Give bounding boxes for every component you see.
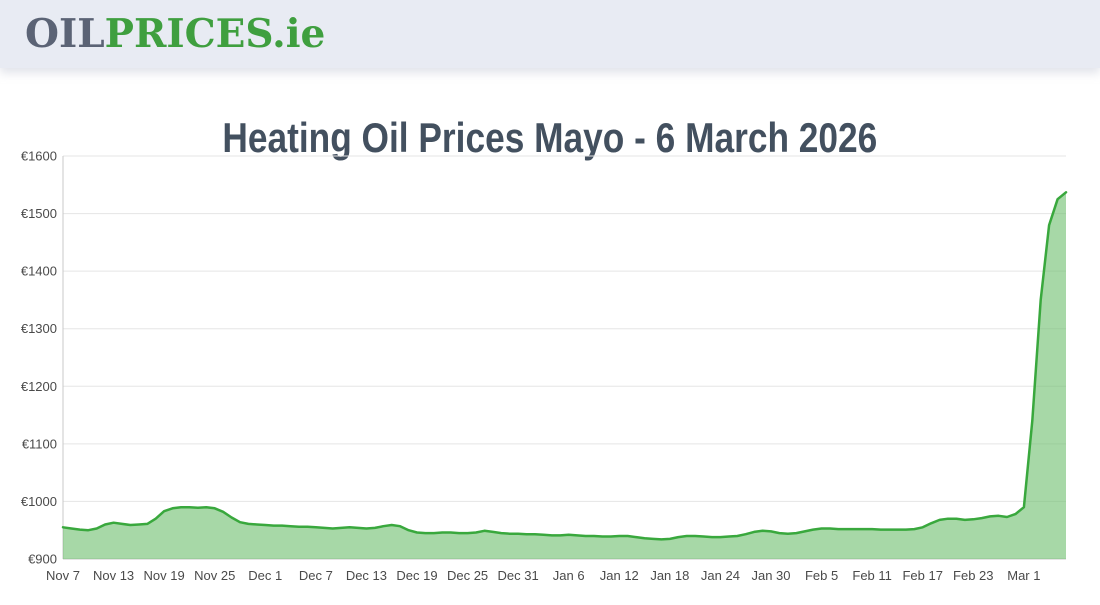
y-axis-tick-label: €1000 (21, 494, 57, 509)
x-axis-tick-label: Jan 24 (701, 568, 740, 583)
x-axis-tick-label: Jan 30 (751, 568, 790, 583)
x-axis-tick-label: Feb 5 (805, 568, 838, 583)
x-axis-tick-label: Nov 7 (46, 568, 80, 583)
x-axis-tick-label: Dec 13 (346, 568, 387, 583)
x-axis-tick-label: Dec 1 (248, 568, 282, 583)
y-axis-tick-label: €1500 (21, 206, 57, 221)
price-chart-svg[interactable]: €900 €1000 €1100 €1200 €1300 €1400 €1500 €1600 N… (0, 145, 1100, 600)
x-axis-tick-label: Dec 7 (299, 568, 333, 583)
price-series-line[interactable] (61, 191, 1068, 541)
x-axis-tick-label: Jan 6 (553, 568, 585, 583)
y-axis-tick-label: €1300 (21, 321, 57, 336)
x-axis-tick-label: Dec 25 (447, 568, 488, 583)
page-title-wrap: Heating Oil Prices Mayo - 6 March 2026 (0, 86, 1100, 191)
x-axis-tick-label: Nov 13 (93, 568, 134, 583)
x-axis-tick-label: Jan 12 (600, 568, 639, 583)
y-axis-tick-label: €1100 (22, 436, 57, 451)
x-axis-tick-label: Jan 18 (650, 568, 689, 583)
site-header: OILPRICES.ie (0, 0, 1100, 68)
x-axis-tick-label: Mar 1 (1007, 568, 1040, 583)
logo-text-prices-ie: PRICES.ie (104, 10, 326, 57)
x-axis-tick-label: Feb 11 (852, 568, 892, 583)
y-axis-tick-label: €900 (28, 552, 57, 567)
y-axis-tick-label: €1400 (21, 264, 57, 279)
x-axis-tick-label: Feb 23 (953, 568, 993, 583)
x-axis-tick-label: Nov 25 (194, 568, 235, 583)
heating-oil-price-chart[interactable]: €900 €1000 €1100 €1200 €1300 €1400 €1500 €1600 N… (0, 145, 1100, 600)
x-axis-tick-label: Dec 31 (498, 568, 539, 583)
y-axis-tick-label: €1600 (21, 149, 57, 164)
logo-text-oil: OIL (25, 10, 105, 57)
x-axis-tick-label: Nov 19 (144, 568, 185, 583)
x-axis-tick-label: Dec 19 (396, 568, 437, 583)
x-axis-tick-label: Feb 17 (902, 568, 942, 583)
price-series-area[interactable] (63, 192, 1066, 560)
page-title: Heating Oil Prices Mayo - 6 March 2026 (222, 114, 878, 162)
y-axis-tick-label: €1200 (21, 379, 57, 394)
site-logo[interactable]: OILPRICES.ie (25, 14, 325, 54)
